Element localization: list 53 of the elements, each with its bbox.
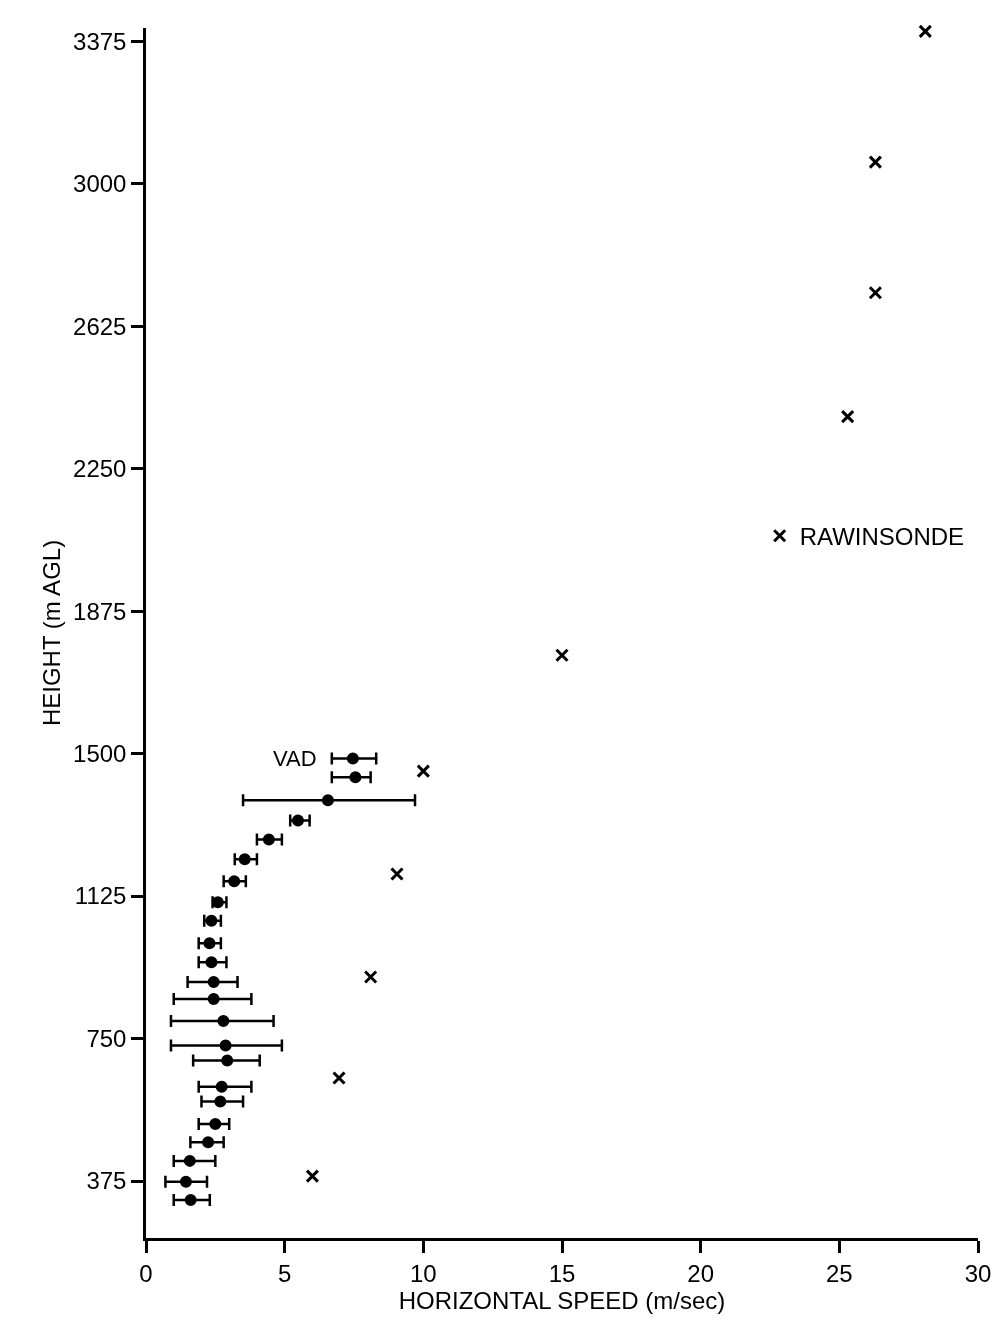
- point: [291, 814, 304, 827]
- point: [205, 956, 218, 969]
- point: [321, 794, 334, 807]
- point: [868, 285, 883, 300]
- point: [219, 1039, 232, 1052]
- y-axis-title: HEIGHT (m AGL): [38, 539, 66, 727]
- point: [416, 764, 431, 779]
- point: [363, 970, 378, 984]
- point: [207, 975, 220, 988]
- y-tick-label: 3000: [73, 170, 127, 198]
- point: [555, 648, 569, 663]
- point: [214, 1095, 227, 1108]
- point: [228, 875, 241, 888]
- point: [184, 1194, 197, 1207]
- x-tick-label: 10: [409, 1259, 437, 1287]
- point: [221, 1054, 234, 1067]
- series-label: VAD: [273, 746, 317, 771]
- point: [202, 1136, 215, 1149]
- point: [207, 993, 220, 1006]
- point: [203, 937, 216, 950]
- x-tick-label: 30: [964, 1259, 992, 1287]
- y-tick-label: 1125: [74, 882, 127, 910]
- point: [868, 155, 883, 170]
- point: [205, 914, 218, 927]
- x-tick-label: 0: [139, 1259, 153, 1287]
- x-tick-label: 5: [277, 1259, 292, 1287]
- point: [262, 833, 275, 846]
- x-tick-label: 25: [825, 1259, 853, 1287]
- y-tick-label: 375: [86, 1167, 127, 1195]
- legend-label: RAWINSONDE: [799, 523, 965, 551]
- point: [332, 1071, 347, 1086]
- point: [346, 752, 359, 765]
- point: [840, 409, 855, 424]
- point: [215, 1080, 228, 1093]
- y-tick-label: 750: [86, 1024, 127, 1052]
- y-tick-label: 1875: [73, 597, 127, 625]
- point: [209, 1118, 222, 1131]
- x-tick-label: 20: [687, 1259, 715, 1287]
- point: [349, 771, 362, 784]
- x-tick-label: 15: [548, 1259, 576, 1287]
- y-tick-label: 2250: [73, 455, 127, 483]
- point: [183, 1154, 196, 1167]
- y-tick-label: 1500: [73, 740, 127, 768]
- point: [179, 1175, 192, 1188]
- point: [211, 896, 224, 909]
- point: [389, 867, 404, 882]
- y-tick-label: 3375: [73, 27, 127, 55]
- point: [918, 24, 933, 39]
- point: [305, 1169, 320, 1184]
- x-axis-title: HORIZONTAL SPEED (m/sec): [398, 1286, 726, 1314]
- point: [238, 853, 251, 866]
- y-tick-label: 2625: [73, 312, 127, 340]
- point: [217, 1015, 230, 1028]
